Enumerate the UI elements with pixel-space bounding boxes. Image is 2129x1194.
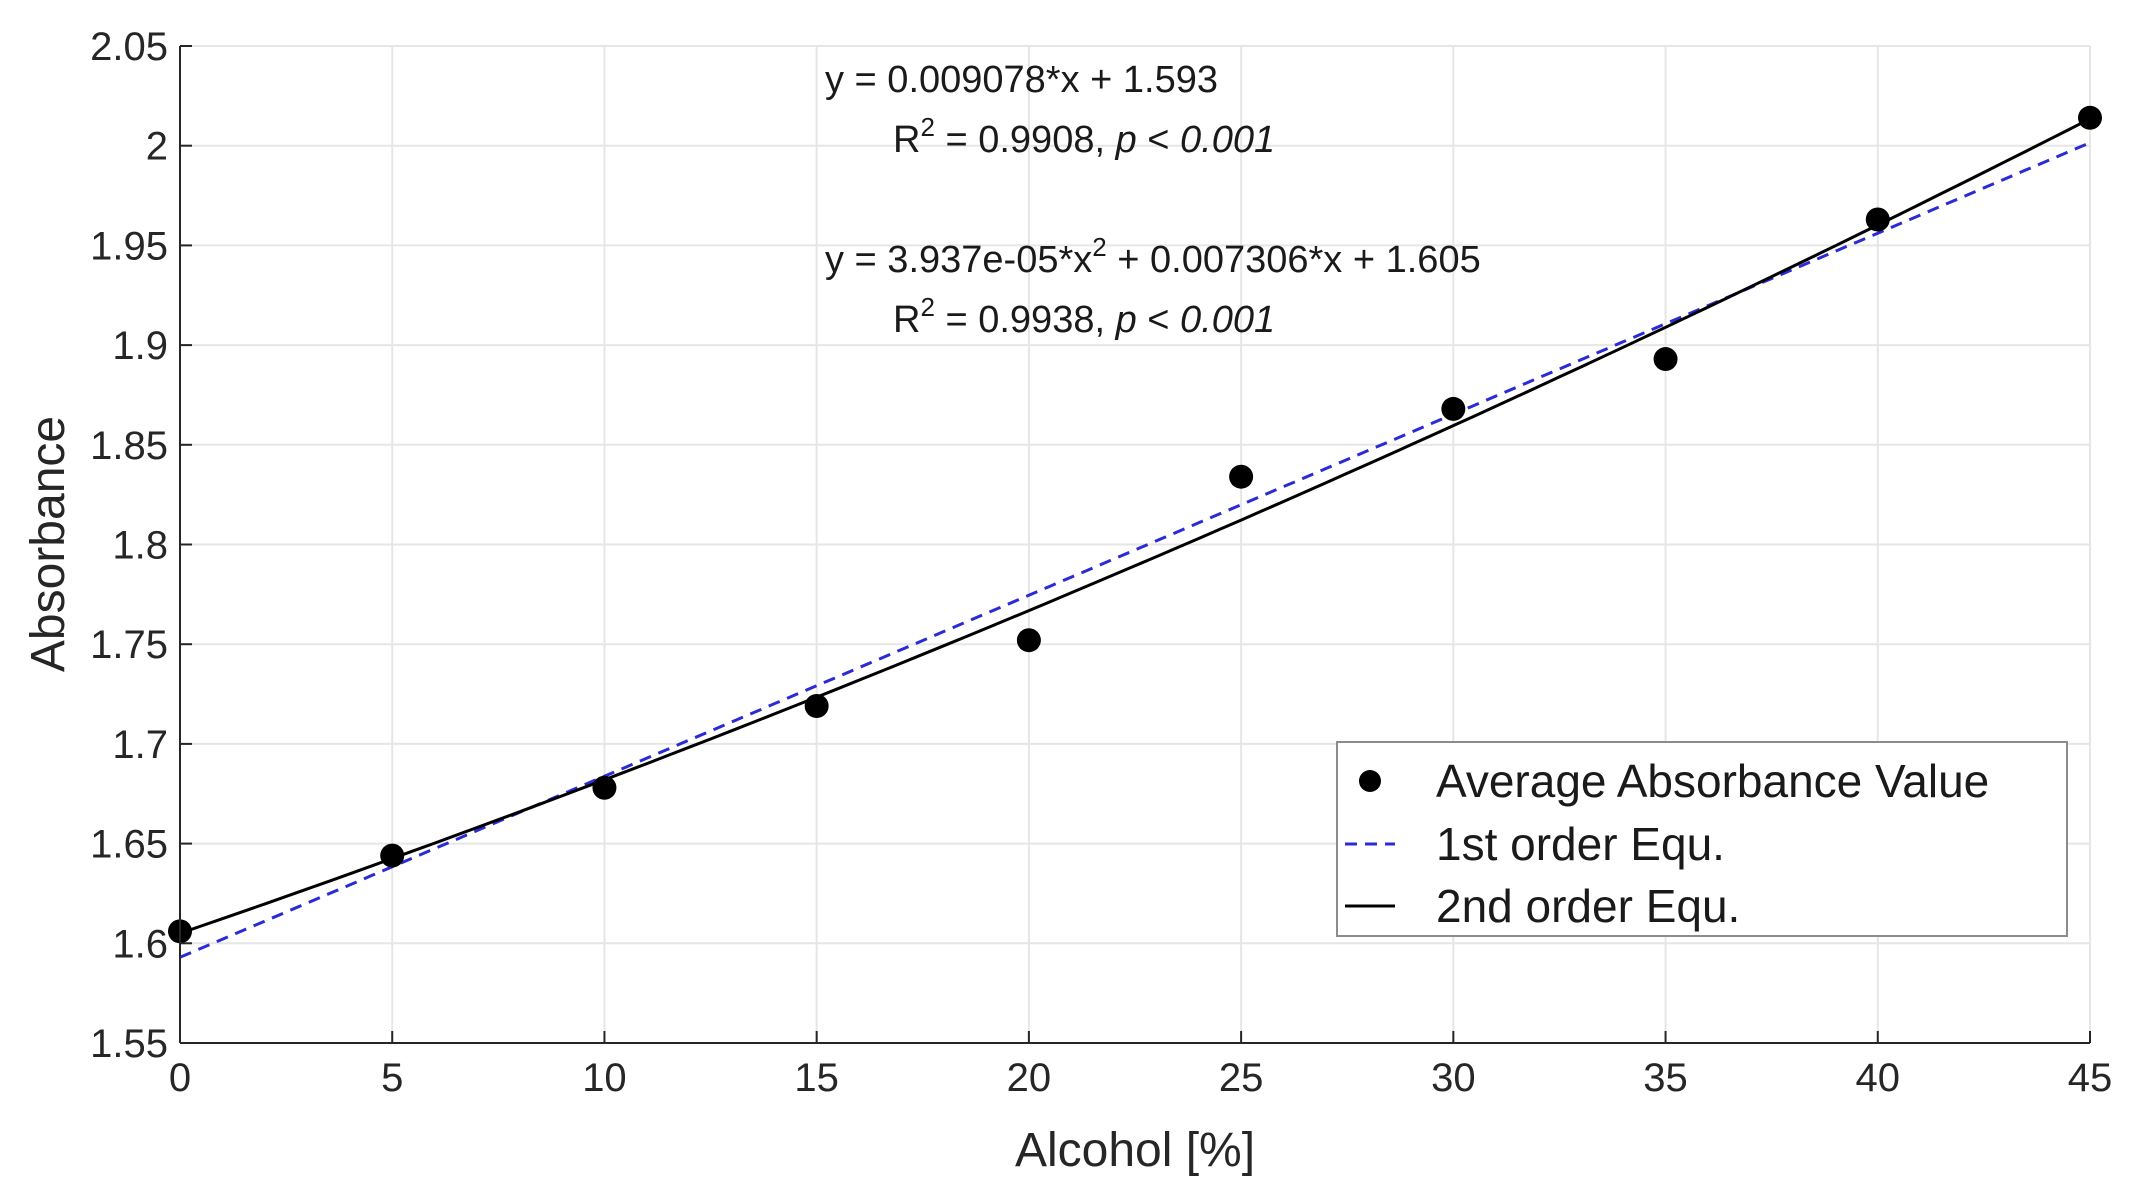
annotation-quadratic-eq-exp: 2: [1092, 232, 1106, 262]
x-tick-label: 20: [1007, 1056, 1052, 1100]
annotation-linear-r2: R2 = 0.9908, p < 0.001: [893, 112, 1275, 161]
annotation-quadratic-eq-suffix: + 0.007306*x + 1.605: [1107, 239, 1481, 281]
annotation-linear-equation: y = 0.009078*x + 1.593: [825, 59, 1218, 101]
annotation-quadratic-p-value: 0.001: [1180, 299, 1275, 341]
y-tick-label: 1.85: [90, 424, 168, 468]
annotation-quadratic-p-relation: <: [1137, 299, 1180, 341]
data-point: [1865, 207, 1890, 232]
data-point: [1653, 347, 1678, 372]
x-axis-title: Alcohol [%]: [1015, 1124, 1255, 1177]
x-ticks: 0 5 10 15 20 25 30 35 40 45: [169, 1031, 2112, 1100]
y-tick-label: 2.05: [90, 25, 168, 69]
y-axis-title: Absorbance: [22, 416, 75, 672]
annotation-quadratic-equation: y = 3.937e-05*x2 + 0.007306*x + 1.605: [825, 232, 1481, 281]
x-tick-label: 40: [1856, 1056, 1901, 1100]
annotation-linear-p-value: 0.001: [1180, 119, 1275, 161]
annotation-quadratic-eq-prefix: y = 3.937e-05*x: [825, 239, 1092, 281]
data-point: [1229, 464, 1254, 489]
legend: Average Absorbance Value 1st order Equ. …: [1336, 741, 2068, 937]
annotation-linear-r2-exp: 2: [920, 112, 934, 142]
annotation-linear-r2-label: R: [893, 119, 920, 161]
y-tick-label: 1.9: [112, 324, 168, 368]
legend-label-scatter: Average Absorbance Value: [1436, 755, 1989, 807]
annotation-linear-p-relation: <: [1137, 119, 1180, 161]
annotation-quadratic-p-symbol: p: [1115, 299, 1137, 341]
x-tick-label: 45: [2068, 1056, 2113, 1100]
y-tick-label: 2: [146, 125, 168, 169]
y-tick-label: 1.7: [112, 723, 168, 767]
legend-label-quadratic: 2nd order Equ.: [1436, 880, 1740, 932]
data-point: [1016, 628, 1041, 653]
data-point: [592, 775, 617, 800]
x-tick-label: 30: [1431, 1056, 1476, 1100]
x-tick-label: 5: [381, 1056, 403, 1100]
y-tick-label: 1.65: [90, 823, 168, 867]
y-tick-label: 1.8: [112, 524, 168, 568]
legend-marker-scatter: [1359, 770, 1381, 792]
annotation-quadratic-r2: R2 = 0.9938, p < 0.001: [893, 292, 1275, 341]
y-tick-label: 1.75: [90, 623, 168, 667]
x-tick-label: 10: [582, 1056, 627, 1100]
data-point: [804, 694, 829, 719]
annotation-linear-p-symbol: p: [1115, 119, 1137, 161]
x-tick-label: 25: [1219, 1056, 1264, 1100]
x-tick-label: 35: [1643, 1056, 1688, 1100]
annotation-quadratic-r2-label: R: [893, 299, 920, 341]
data-point: [2078, 105, 2102, 130]
legend-box: [1336, 741, 2068, 937]
y-tick-label: 1.95: [90, 224, 168, 268]
data-point: [380, 843, 405, 868]
legend-label-linear: 1st order Equ.: [1436, 818, 1725, 870]
data-point: [1441, 396, 1466, 421]
annotation-quadratic-r2-exp: 2: [920, 292, 934, 322]
annotation-linear-r2-value: = 0.9908,: [935, 119, 1116, 161]
fit-line-linear: [179, 141, 2091, 959]
y-ticks: 1.55 1.6 1.65 1.7 1.75 1.8 1.85 1.9 1.95 2 2.05: [90, 25, 192, 1066]
fit-line-quadratic: [179, 117, 2091, 935]
y-tick-label: 1.55: [90, 1022, 168, 1066]
annotation-quadratic-r2-value: = 0.9938,: [935, 299, 1116, 341]
annotation-linear-eq-text: y = 0.009078*x + 1.593: [825, 59, 1218, 101]
y-tick-label: 1.6: [112, 922, 168, 966]
x-tick-label: 0: [169, 1056, 191, 1100]
data-points: [168, 105, 2102, 944]
x-tick-label: 15: [794, 1056, 839, 1100]
fit-lines: [179, 117, 2091, 959]
